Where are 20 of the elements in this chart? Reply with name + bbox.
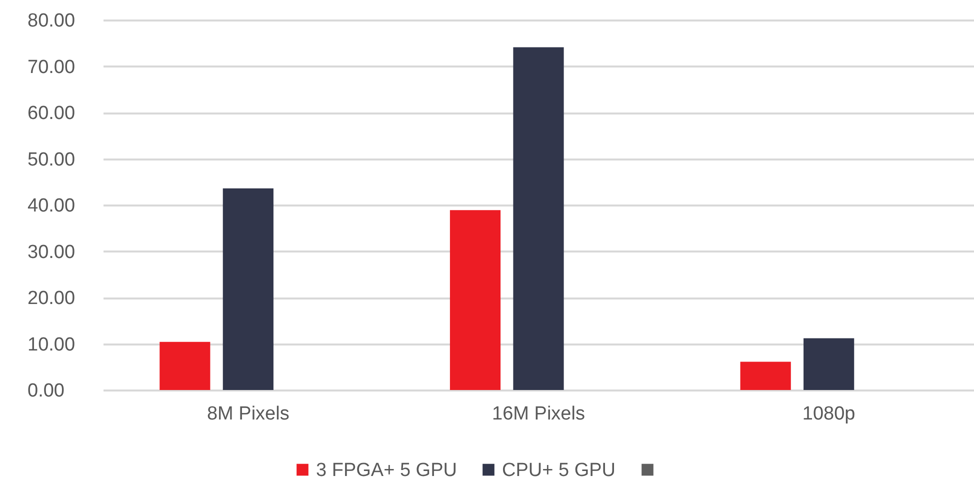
- y-tick-label: 20.00: [28, 288, 76, 309]
- y-tick-label: 80.00: [28, 10, 76, 32]
- y-tick-label: 70.00: [28, 56, 76, 78]
- y-tick-label: 60.00: [28, 103, 76, 124]
- y-tick-label: 0.00: [28, 380, 64, 402]
- bar: [804, 338, 854, 390]
- y-tick-label: 30.00: [28, 242, 76, 263]
- y-tick-label: 40.00: [28, 196, 76, 216]
- x-tick-label: 16M Pixels: [492, 404, 585, 424]
- bar: [160, 342, 210, 390]
- y-tick-label: 10.00: [28, 334, 76, 356]
- legend-label: 3 FPGA+ 5 GPU: [316, 460, 457, 481]
- x-tick-label: 1080p: [802, 404, 856, 424]
- bar: [513, 47, 564, 390]
- bar: [450, 210, 501, 390]
- y-tick-label: 50.00: [28, 149, 76, 170]
- bar: [222, 188, 274, 390]
- legend-label: CPU+ 5 GPU: [502, 460, 616, 481]
- bar: [740, 362, 791, 390]
- x-tick-label: 8M Pixels: [206, 404, 290, 424]
